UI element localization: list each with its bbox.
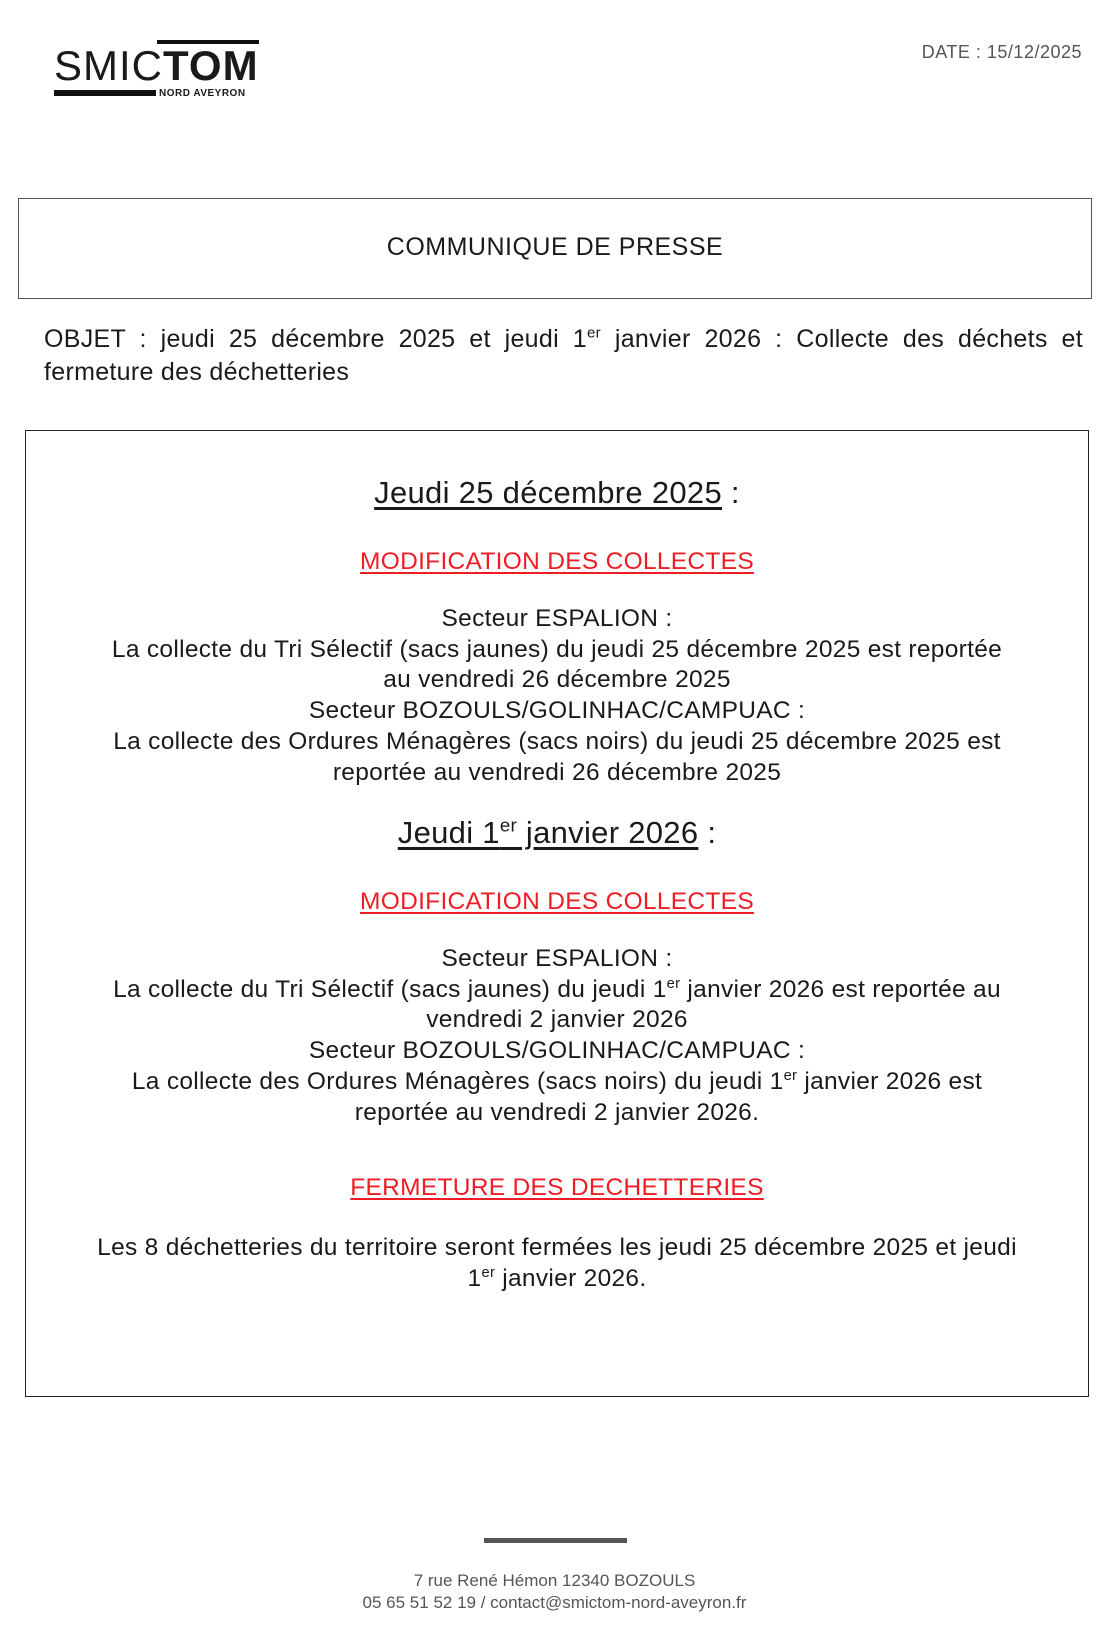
section-heading-jan1: Jeudi 1er janvier 2026 : [397,814,717,850]
sector-block-2: Secteur ESPALION : La collecte du Tri Sé… [113,945,1001,1126]
subheading-collectes-2: MODIFICATION DES COLLECTES [360,888,754,915]
page-title: COMMUNIQUE DE PRESSE [386,233,724,261]
smictom-logo: SMICTOM NORD AVEYRON [54,40,259,99]
footer-contact: 05 65 51 52 19 / contact@smictom-nord-av… [362,1593,747,1612]
footer-address: 7 rue René Hémon 12340 BOZOULS [413,1571,696,1590]
subheading-dechetteries: FERMETURE DES DECHETTERIES [350,1174,764,1201]
subheading-collectes-1: MODIFICATION DES COLLECTES [360,548,754,575]
content-box: Jeudi 25 décembre 2025 : MODIFICATION DE… [25,430,1089,1397]
subject-line: OBJET : jeudi 25 décembre 2025 et jeudi … [44,324,1083,386]
footer-divider [484,1538,627,1543]
closure-text: Les 8 déchetteries du territoire seront … [97,1234,1017,1292]
document-date: DATE : 15/12/2025 [921,42,1082,62]
section-heading-dec25: Jeudi 25 décembre 2025 : [374,475,740,510]
sector-block-1: Secteur ESPALION : La collecte du Tri Sé… [111,605,1003,786]
header-box: COMMUNIQUE DE PRESSE [18,198,1092,299]
